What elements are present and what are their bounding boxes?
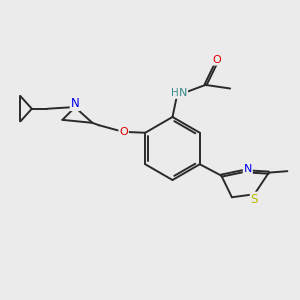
- Text: N: N: [70, 97, 80, 110]
- Text: N: N: [244, 164, 252, 174]
- Text: N: N: [179, 88, 187, 98]
- Text: S: S: [251, 193, 258, 206]
- Text: O: O: [119, 127, 128, 137]
- Text: O: O: [212, 55, 221, 65]
- Text: H: H: [171, 88, 178, 98]
